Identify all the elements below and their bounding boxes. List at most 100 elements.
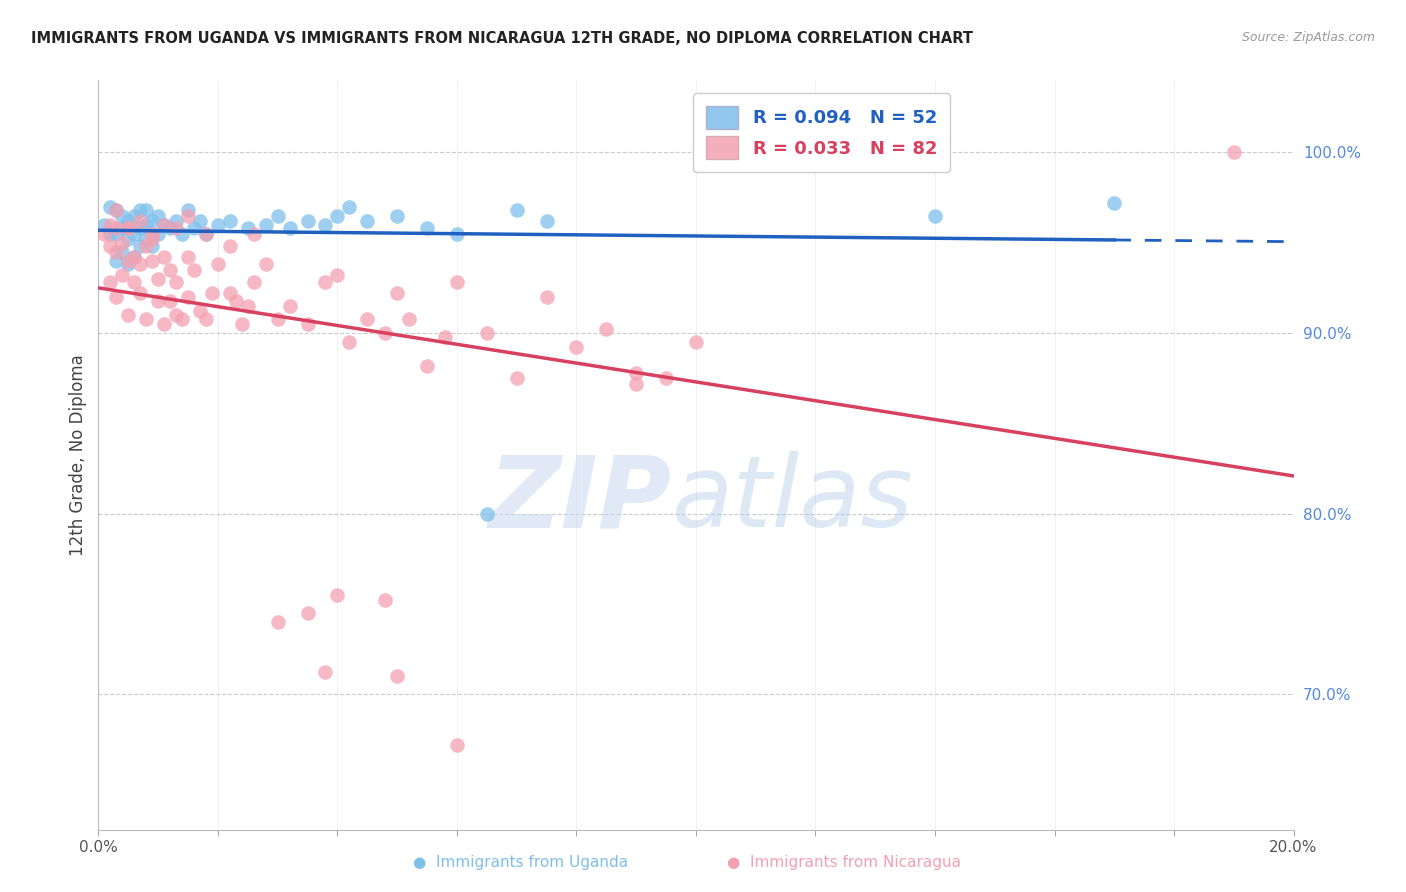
Point: [177, 203, 200, 218]
Point: [159, 221, 181, 235]
Point: [129, 286, 152, 301]
Point: [924, 209, 946, 223]
Point: [243, 276, 266, 290]
Point: [536, 214, 558, 228]
Point: [129, 257, 152, 271]
Point: [315, 218, 337, 232]
Point: [98, 227, 122, 241]
Point: [267, 311, 290, 326]
Point: [385, 669, 409, 683]
Point: [183, 221, 205, 235]
Point: [297, 606, 319, 620]
Point: [626, 376, 648, 391]
Point: [297, 214, 319, 228]
Point: [446, 276, 468, 290]
Point: [105, 290, 128, 304]
Point: [141, 214, 163, 228]
Text: ZIP: ZIP: [489, 451, 672, 549]
Text: ●  Immigrants from Nicaragua: ● Immigrants from Nicaragua: [727, 855, 960, 870]
Point: [165, 308, 187, 322]
Point: [254, 257, 277, 271]
Point: [172, 227, 194, 241]
Point: [148, 272, 170, 286]
Point: [219, 286, 242, 301]
Point: [219, 214, 242, 228]
Point: [356, 214, 378, 228]
Point: [165, 221, 187, 235]
Point: [111, 221, 134, 235]
Point: [416, 221, 439, 235]
Point: [225, 293, 247, 308]
Text: Source: ZipAtlas.com: Source: ZipAtlas.com: [1241, 31, 1375, 45]
Point: [536, 290, 558, 304]
Point: [434, 329, 457, 343]
Point: [141, 232, 163, 246]
Point: [267, 615, 290, 629]
Point: [177, 290, 200, 304]
Point: [183, 263, 205, 277]
Point: [655, 371, 678, 385]
Point: [188, 214, 211, 228]
Point: [93, 218, 115, 232]
Point: [374, 593, 396, 607]
Point: [1223, 145, 1246, 160]
Point: [267, 209, 290, 223]
Point: [446, 227, 468, 241]
Point: [93, 227, 115, 241]
Point: [98, 200, 122, 214]
Point: [165, 214, 187, 228]
Point: [124, 227, 146, 241]
Point: [506, 371, 529, 385]
Point: [685, 334, 707, 349]
Y-axis label: 12th Grade, No Diploma: 12th Grade, No Diploma: [69, 354, 87, 556]
Point: [177, 250, 200, 264]
Point: [236, 299, 259, 313]
Point: [278, 299, 301, 313]
Point: [278, 221, 301, 235]
Point: [117, 214, 139, 228]
Point: [135, 311, 157, 326]
Point: [326, 268, 349, 283]
Point: [188, 304, 211, 318]
Point: [117, 221, 139, 235]
Point: [117, 221, 139, 235]
Point: [98, 276, 122, 290]
Point: [177, 209, 200, 223]
Point: [141, 253, 163, 268]
Point: [565, 341, 588, 355]
Point: [135, 232, 157, 246]
Point: [356, 311, 378, 326]
Point: [254, 218, 277, 232]
Point: [153, 317, 176, 331]
Point: [385, 209, 409, 223]
Point: [159, 263, 181, 277]
Point: [111, 209, 134, 223]
Point: [339, 200, 361, 214]
Point: [339, 334, 361, 349]
Point: [105, 244, 128, 259]
Point: [1104, 196, 1126, 211]
Point: [129, 214, 152, 228]
Point: [98, 239, 122, 253]
Point: [117, 232, 139, 246]
Point: [195, 227, 218, 241]
Point: [153, 218, 176, 232]
Point: [385, 286, 409, 301]
Text: ●  Immigrants from Uganda: ● Immigrants from Uganda: [412, 855, 628, 870]
Point: [475, 507, 498, 521]
Point: [201, 286, 224, 301]
Point: [172, 311, 194, 326]
Point: [105, 221, 128, 235]
Point: [326, 209, 349, 223]
Point: [153, 250, 176, 264]
Point: [111, 268, 134, 283]
Point: [129, 239, 152, 253]
Point: [231, 317, 253, 331]
Legend: R = 0.094   N = 52, R = 0.033   N = 82: R = 0.094 N = 52, R = 0.033 N = 82: [693, 93, 950, 172]
Point: [446, 738, 468, 752]
Point: [124, 250, 146, 264]
Point: [141, 239, 163, 253]
Point: [117, 253, 139, 268]
Point: [207, 257, 229, 271]
Point: [135, 218, 157, 232]
